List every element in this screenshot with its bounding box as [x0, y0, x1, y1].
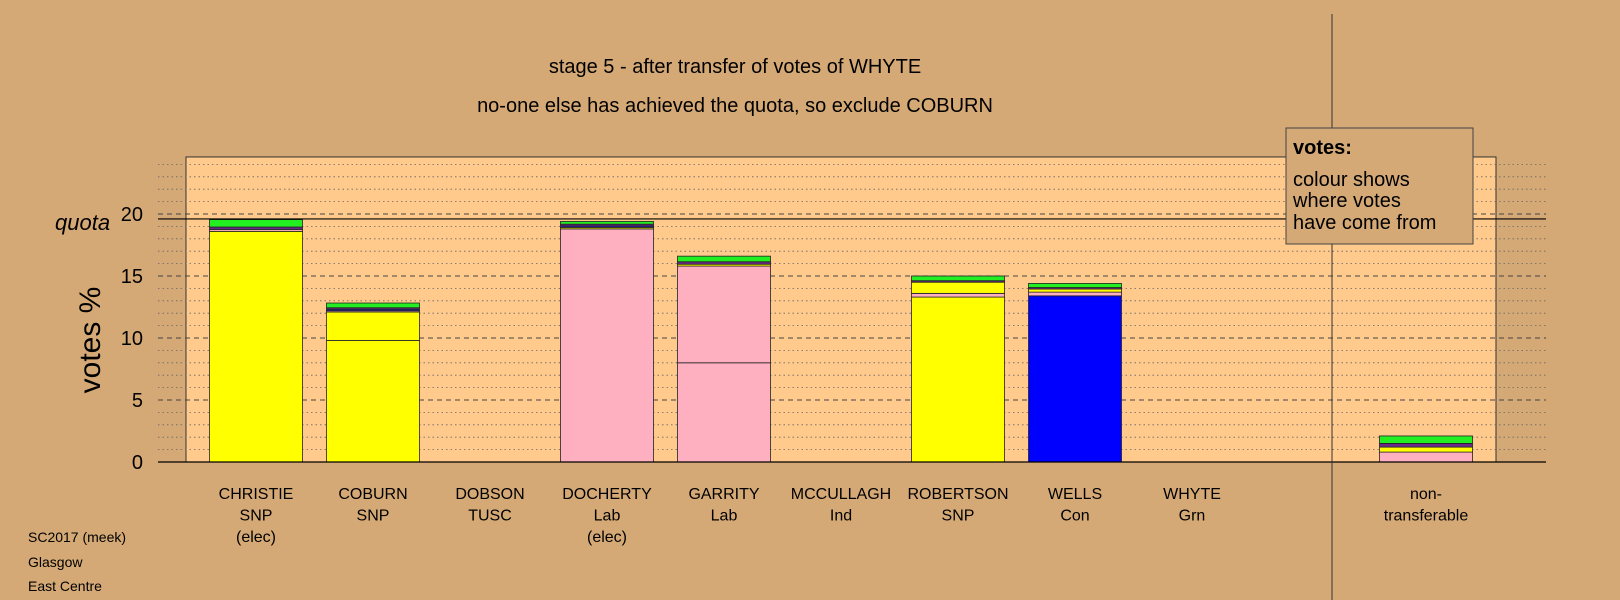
- y-tick-label: 15: [121, 266, 143, 288]
- bar-docherty: [560, 221, 654, 463]
- bar-garrity: [677, 255, 771, 463]
- bar-segment: [326, 302, 420, 309]
- legend-line-2: where votes: [1292, 190, 1401, 212]
- legend-line-3: have come from: [1293, 212, 1436, 234]
- bar-christie: [209, 219, 303, 463]
- category-label: non-transferable: [1384, 486, 1469, 525]
- bar-segment: [1379, 442, 1473, 448]
- bar-segment: [911, 292, 1005, 298]
- candidate-name: WELLS: [1048, 486, 1102, 503]
- category-label: COBURN SNP: [338, 486, 407, 525]
- bar-segment: [1028, 283, 1122, 288]
- candidate-name: WHYTE: [1163, 486, 1221, 503]
- bar-segment: [1028, 288, 1122, 293]
- bar-segment: [911, 281, 1005, 294]
- candidate-party: transferable: [1384, 508, 1469, 525]
- candidate-name: GARRITY: [688, 486, 759, 503]
- y-tick-label: 5: [132, 390, 143, 412]
- chart-subtitle: no-one else has achieved the quota, so e…: [477, 95, 993, 117]
- bar-segment: [911, 296, 1005, 463]
- category-label: WHYTE Grn: [1163, 486, 1221, 525]
- candidate-party: Lab: [594, 508, 621, 525]
- bar-segment: [209, 219, 303, 228]
- candidate-party: TUSC: [468, 508, 512, 525]
- candidate-name: ROBERTSON: [907, 486, 1008, 503]
- candidate-party: Grn: [1179, 508, 1206, 525]
- bar-segment: [1028, 295, 1122, 463]
- legend-heading: votes:: [1293, 137, 1352, 159]
- bar-robertson: [911, 275, 1005, 463]
- footer-line-1: SC2017 (meek): [28, 529, 126, 545]
- quota-label: quota: [55, 210, 110, 235]
- bar-segment: [560, 228, 654, 463]
- bar-segment: [1379, 446, 1473, 453]
- candidate-name: non-: [1410, 486, 1442, 503]
- y-axis-label: votes %: [74, 287, 107, 394]
- bar-segment: [1379, 451, 1473, 463]
- bar-segment: [677, 255, 771, 263]
- candidate-name: MCCULLAGH: [791, 486, 891, 503]
- x-tick-labels: CHRISTIE SNP (elec) COBURN SNP DOBSON TUSC DOCH…: [219, 486, 1469, 546]
- bar-segment: [677, 265, 771, 364]
- y-tick-labels: 0 5 10 15 20: [121, 204, 143, 474]
- bar-segment: [1379, 435, 1473, 444]
- bar-wells: [1028, 283, 1122, 463]
- y-tick-label: 10: [121, 328, 143, 350]
- chart-title: stage 5 - after transfer of votes of WHY…: [549, 56, 921, 78]
- category-label: WELLS Con: [1048, 486, 1102, 525]
- bar-segment: [209, 230, 303, 463]
- y-tick-label: 0: [132, 452, 143, 474]
- category-label: DOCHERTY Lab (elec): [562, 486, 652, 546]
- footer-line-3: East Centre: [28, 578, 102, 594]
- category-label: ROBERTSON SNP: [907, 486, 1008, 525]
- candidate-party: SNP: [942, 508, 975, 525]
- bar-segment: [560, 221, 654, 225]
- y-tick-label: 20: [121, 204, 143, 226]
- legend-line-1: colour shows: [1293, 169, 1410, 191]
- bar-coburn: [326, 302, 420, 463]
- bar-segment: [326, 311, 420, 341]
- bar-segment: [326, 340, 420, 463]
- candidate-party: Lab: [711, 508, 738, 525]
- candidate-name: DOCHERTY: [562, 486, 652, 503]
- candidate-name: DOBSON: [455, 486, 524, 503]
- candidate-party: Con: [1060, 508, 1089, 525]
- bar-segment: [911, 275, 1005, 282]
- legend-box: votes: colour shows where votes have com…: [1285, 127, 1474, 245]
- footer-line-2: Glasgow: [28, 554, 83, 570]
- legend-frame: [1285, 127, 1474, 245]
- category-label: CHRISTIE SNP (elec): [219, 486, 294, 546]
- candidate-name: CHRISTIE: [219, 486, 294, 503]
- candidate-name: COBURN: [338, 486, 407, 503]
- candidate-status: (elec): [236, 529, 276, 546]
- candidate-status: (elec): [587, 529, 627, 546]
- bar-non: [1379, 435, 1473, 463]
- category-label: MCCULLAGH Ind: [791, 486, 891, 525]
- bar-segment: [677, 362, 771, 463]
- candidate-party: SNP: [357, 508, 390, 525]
- candidate-party: SNP: [240, 508, 273, 525]
- bar-segment: [1028, 291, 1122, 297]
- candidate-party: Ind: [830, 508, 852, 525]
- category-label: GARRITY Lab: [688, 486, 759, 525]
- bars: [209, 219, 1473, 463]
- category-label: DOBSON TUSC: [455, 486, 524, 525]
